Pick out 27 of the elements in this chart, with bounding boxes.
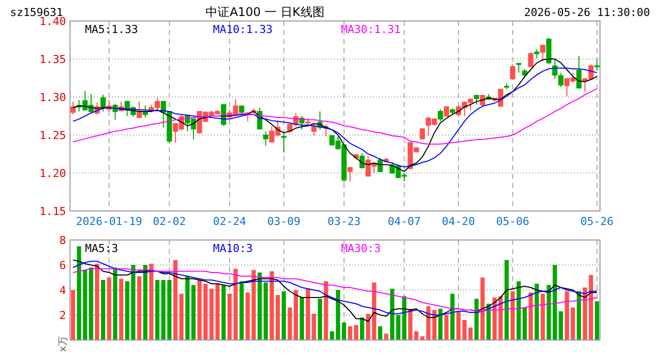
text: MA30:1.31 [341,23,401,36]
y-tick-label: 1.15 [40,204,66,218]
x-tick-label: 03-23 [327,215,361,228]
y-tick-label: 1.30 [40,90,66,104]
text: 2026-05-26 11:30:00 [524,6,650,19]
y-tick-label: 1.25 [40,128,66,142]
y-tick-label: 8 [59,234,66,247]
text: MA10:3 [213,242,253,255]
y-tick-label: 6 [59,258,66,272]
y-tick-label: 4 [59,284,66,297]
y-tick-label: 1.20 [40,166,66,180]
text: MA10:1.33 [213,23,273,36]
x-tick-label: 2026-01-19 [76,215,142,228]
series-label: MA5:3 [85,242,118,255]
text: MA5:1.33 [85,23,138,36]
x-tick-label: 05-06 [496,215,530,228]
x-tick-label: 05-26 [580,215,614,228]
x-tick-label: 02-02 [152,215,186,228]
chart-title: 中证A100 一 日K线图 [206,5,324,19]
text: MA30:3 [341,242,381,255]
x-tick-label: 02-24 [213,215,247,228]
x-tick-label: 04-20 [442,215,476,228]
x-tick-label: 04-07 [388,215,421,228]
y-tick-label: 1.35 [40,52,66,66]
x-tick-label: 03-09 [267,215,300,228]
y-axis-title: x万 [58,336,69,352]
y-tick-label: 2 [59,308,66,322]
